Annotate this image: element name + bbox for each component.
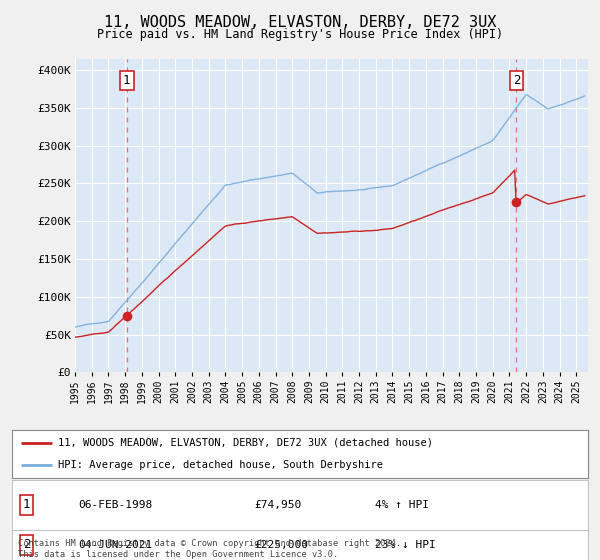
Text: 2: 2 (23, 539, 30, 552)
Text: 06-FEB-1998: 06-FEB-1998 (78, 500, 152, 510)
Text: HPI: Average price, detached house, South Derbyshire: HPI: Average price, detached house, Sout… (58, 460, 383, 470)
Text: 23% ↓ HPI: 23% ↓ HPI (375, 540, 436, 550)
Text: 11, WOODS MEADOW, ELVASTON, DERBY, DE72 3UX: 11, WOODS MEADOW, ELVASTON, DERBY, DE72 … (104, 15, 496, 30)
Text: Contains HM Land Registry data © Crown copyright and database right 2024.
This d: Contains HM Land Registry data © Crown c… (18, 539, 401, 559)
Text: 1: 1 (23, 498, 30, 511)
Text: £74,950: £74,950 (254, 500, 301, 510)
Text: 04-JUN-2021: 04-JUN-2021 (78, 540, 152, 550)
Text: 1: 1 (123, 74, 130, 87)
Text: £225,000: £225,000 (254, 540, 308, 550)
Text: Price paid vs. HM Land Registry's House Price Index (HPI): Price paid vs. HM Land Registry's House … (97, 28, 503, 41)
Text: 2: 2 (513, 74, 520, 87)
Text: 11, WOODS MEADOW, ELVASTON, DERBY, DE72 3UX (detached house): 11, WOODS MEADOW, ELVASTON, DERBY, DE72 … (58, 438, 433, 448)
Text: 4% ↑ HPI: 4% ↑ HPI (375, 500, 429, 510)
